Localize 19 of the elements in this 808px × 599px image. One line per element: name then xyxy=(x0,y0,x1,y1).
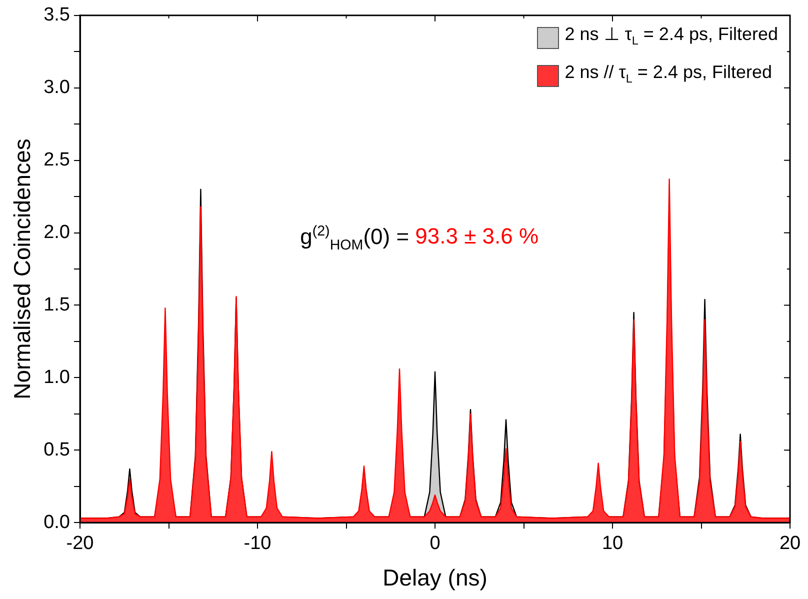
x-tick-label: 0 xyxy=(430,533,440,554)
x-axis-title: Delay (ns) xyxy=(382,564,488,591)
x-tick-label: -10 xyxy=(244,533,272,554)
y-tick-label: 0.0 xyxy=(44,512,70,533)
y-tick-label: 2.0 xyxy=(44,222,70,244)
y-tick-label: 1.0 xyxy=(44,366,70,388)
x-tick-label: -20 xyxy=(66,533,94,554)
y-tick-label: 0.5 xyxy=(44,439,70,460)
y-tick-label: 3.5 xyxy=(44,4,70,26)
x-tick-label: 20 xyxy=(779,533,801,554)
annotation: g$^{(2)}$$_{HOM}$(0) = xyxy=(300,223,410,254)
x-tick-label: 10 xyxy=(602,533,624,554)
y-tick-label: 3.0 xyxy=(44,77,70,98)
y-tick-label: 2.5 xyxy=(44,150,70,171)
y-tick-label: 1.5 xyxy=(44,294,70,316)
annotation: 93.3 ± 3.6 % xyxy=(415,224,539,249)
legend-label: 2 ns // τ$_{L}$ = 2.4 ps, Filtered xyxy=(564,60,772,88)
y-axis-title: Normalised Coincidences xyxy=(9,138,36,400)
legend-label: 2 ns ⊥ τ$_{L}$ = 2.4 ps, Filtered xyxy=(564,23,778,50)
